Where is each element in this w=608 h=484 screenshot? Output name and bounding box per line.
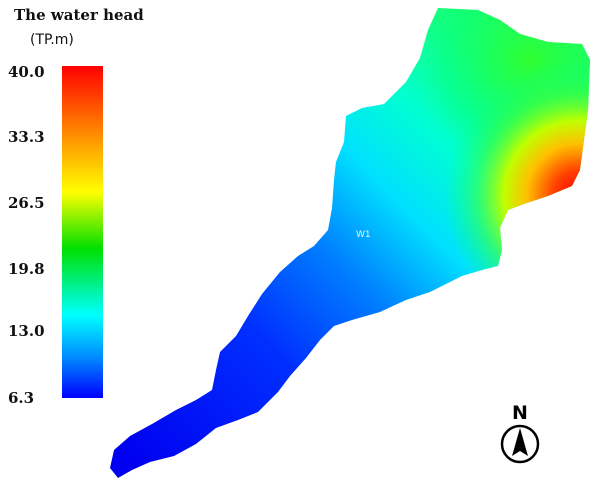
colorbar-tick: 19.8 <box>8 260 45 278</box>
legend-units: (TP.m) <box>30 32 74 48</box>
north-letter: N <box>512 402 528 424</box>
colorbar-tick: 33.3 <box>8 128 45 146</box>
north-indicator: N <box>496 402 544 468</box>
legend-title: The water head <box>14 6 144 24</box>
colorbar <box>62 66 103 398</box>
colorbar-tick: 40.0 <box>8 63 45 81</box>
north-arrow-icon <box>500 424 540 464</box>
colorbar-tick: 6.3 <box>8 389 35 407</box>
colorbar-tick: 26.5 <box>8 194 45 212</box>
well-label: W1 <box>356 230 371 240</box>
colorbar-tick: 13.0 <box>8 322 45 340</box>
